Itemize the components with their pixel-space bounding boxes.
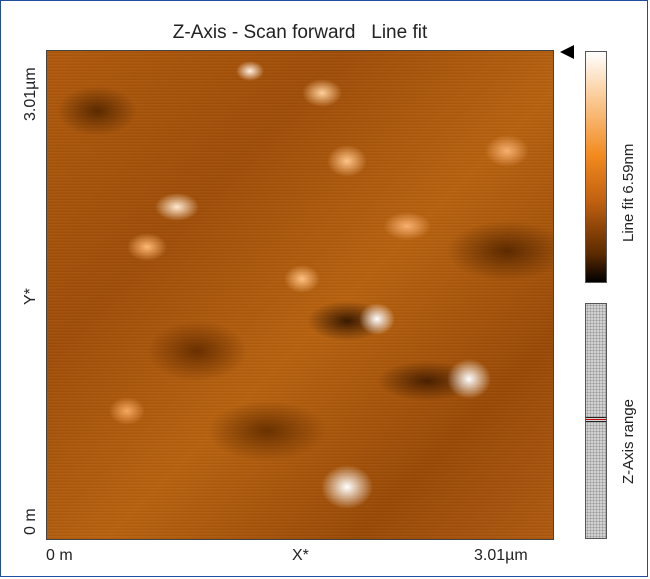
y-axis-max-label: 3.01µm <box>22 67 39 121</box>
scan-line-marker-icon[interactable] <box>560 45 574 59</box>
y-axis-min-label: 0 m <box>22 508 39 535</box>
chart-title: Z-Axis - Scan forward Line fit <box>172 22 428 43</box>
x-axis-min-label: 0 m <box>46 547 73 564</box>
x-axis-max-label: 3.01µm <box>474 547 528 564</box>
afm-scan-image[interactable] <box>46 50 554 540</box>
range-slider-handle[interactable] <box>586 417 606 422</box>
z-axis-range-slider[interactable] <box>585 303 607 539</box>
x-axis-label: X* <box>292 547 309 564</box>
y-axis-label: Y* <box>22 288 39 305</box>
z-axis-range-label: Z-Axis range <box>620 398 637 484</box>
color-scale-bar <box>585 51 607 283</box>
color-scale-label: Line fit 6.59nm <box>620 143 637 242</box>
